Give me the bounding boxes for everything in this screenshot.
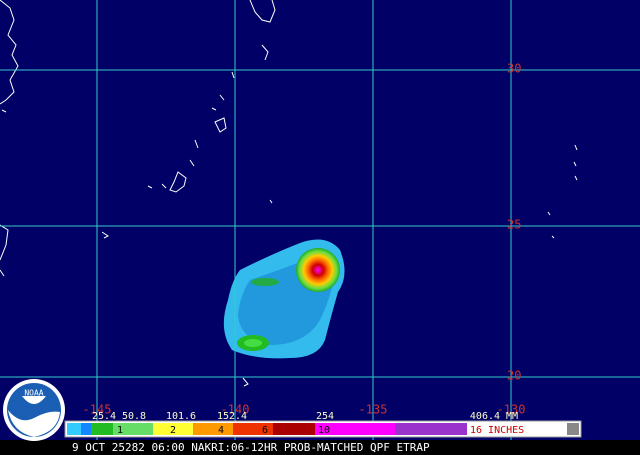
inch-labels: 1 2 4 10 16 INCHES 6 — [117, 425, 524, 436]
lon-labels: -145 -140 -135 -130 — [83, 403, 526, 417]
logo-text: NOAA — [24, 389, 43, 398]
caption-bar — [0, 440, 640, 455]
rain-field — [223, 239, 345, 359]
inch-label: 16 INCHES — [470, 425, 524, 436]
mm-label: 152.4 — [217, 411, 247, 422]
inch-label: 10 — [318, 425, 330, 436]
inch-label: 1 — [117, 425, 123, 436]
noaa-logo: NOAA — [3, 379, 65, 441]
inch-label: 2 — [170, 425, 176, 436]
mm-label: 50.8 — [122, 411, 146, 422]
mm-label: 101.6 — [166, 411, 196, 422]
lat-label: 20 — [507, 369, 521, 383]
caption: 9 OCT 25282 06:00 NAKRI:06-12HR PROB-MAT… — [72, 441, 430, 454]
colorbar — [67, 423, 579, 435]
lat-labels: 30 25 20 — [507, 62, 521, 383]
lat-label: 25 — [507, 218, 521, 232]
coastlines — [0, 0, 578, 387]
lon-label: -140 — [221, 403, 250, 417]
legend: 25.4 50.8 101.6 152.4 254 406.4 MM 1 2 4… — [64, 411, 582, 438]
inch-label: 4 — [218, 425, 224, 436]
mm-label: 406.4 MM — [470, 411, 518, 422]
lon-label: -145 — [83, 403, 112, 417]
mm-label: 25.4 — [92, 411, 116, 422]
inch-label: 6 — [262, 425, 268, 436]
mm-label: 254 — [316, 411, 334, 422]
lon-label: -135 — [359, 403, 388, 417]
lat-label: 30 — [507, 62, 521, 76]
graticule — [0, 0, 640, 440]
lon-label: -130 — [497, 403, 526, 417]
ocean — [0, 0, 640, 440]
mm-labels: 25.4 50.8 101.6 152.4 254 406.4 MM — [92, 411, 518, 422]
